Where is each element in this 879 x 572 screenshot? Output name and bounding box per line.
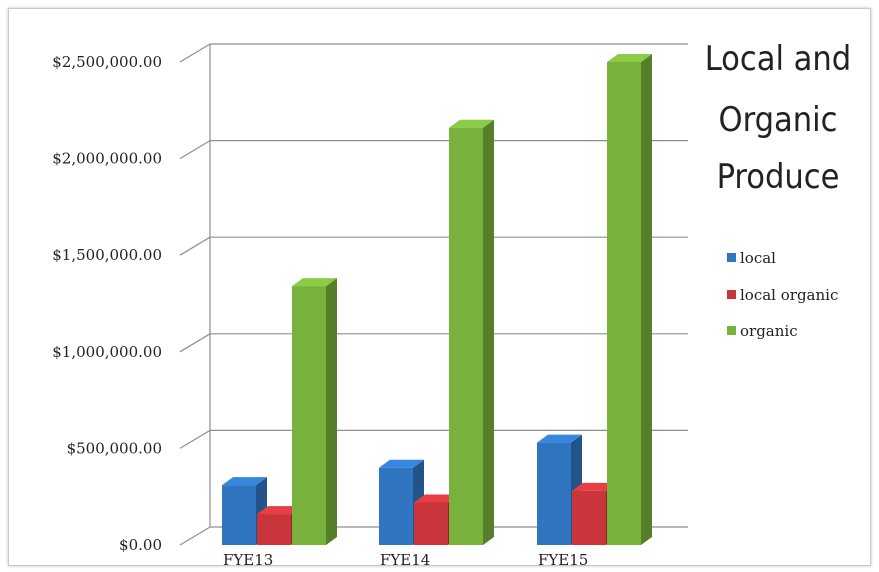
bar-front <box>292 286 326 545</box>
bar-top <box>414 494 459 503</box>
legend: local local organic organic <box>727 249 838 340</box>
bar-front <box>379 467 413 545</box>
bar-top <box>607 54 652 62</box>
bar-front <box>414 502 448 545</box>
bar-top <box>257 506 302 515</box>
legend-label-local: local <box>740 249 776 267</box>
bar-top <box>222 477 267 486</box>
bars <box>222 54 652 546</box>
bar-top <box>449 119 494 128</box>
bar-side <box>483 119 494 546</box>
x-tick-label: FYE15 <box>538 551 588 569</box>
y-axis-ticks: $0.00 $500,000.00 $1,000,000.00 $1,500,000.… <box>52 53 162 554</box>
x-axis-labels: FYE13 FYE14 FYE15 <box>223 551 588 569</box>
legend-swatch-local <box>727 253 736 262</box>
gridline-diagonal <box>179 43 211 63</box>
gridline-diagonal <box>179 236 211 256</box>
y-tick-label: $0.00 <box>119 536 162 554</box>
gridline-diagonal <box>179 140 211 160</box>
gridline-diagonal <box>179 429 211 449</box>
x-tick-label: FYE13 <box>223 551 273 569</box>
chart-title: Local and Organic Produce <box>705 39 851 197</box>
y-tick-label: $2,500,000.00 <box>52 53 162 71</box>
chart-title-line-3: Produce <box>717 157 840 197</box>
legend-label-local-organic: local organic <box>740 286 838 304</box>
bar-front <box>572 490 606 545</box>
legend-label-organic: organic <box>740 322 798 340</box>
bar-front <box>257 514 291 545</box>
bar-top <box>537 434 582 443</box>
y-tick-label: $1,500,000.00 <box>52 246 162 264</box>
y-tick-label: $1,000,000.00 <box>52 343 162 361</box>
bar-top <box>379 459 424 468</box>
chart-title-line-2: Organic <box>719 100 838 140</box>
bar-side <box>641 54 652 545</box>
bar-front <box>607 62 641 545</box>
bar-top <box>572 482 617 491</box>
bar-organic-FYE14 <box>449 119 494 546</box>
bar-front <box>537 442 571 545</box>
chart-title-line-1: Local and <box>705 39 851 79</box>
bar-front <box>449 127 483 546</box>
gridline-diagonal <box>179 526 211 546</box>
bar-top <box>292 278 337 287</box>
bar-side <box>326 278 337 545</box>
chart-frame <box>8 8 871 566</box>
bar-organic-FYE13 <box>292 278 337 545</box>
y-tick-label: $2,000,000.00 <box>52 150 162 168</box>
gridline-diagonal <box>179 333 211 353</box>
bar-front <box>222 485 256 545</box>
bar-organic-FYE15 <box>607 54 652 545</box>
legend-swatch-local-organic <box>727 290 736 299</box>
legend-swatch-organic <box>727 326 736 335</box>
x-tick-label: FYE14 <box>380 551 430 569</box>
y-tick-label: $500,000.00 <box>67 439 162 457</box>
